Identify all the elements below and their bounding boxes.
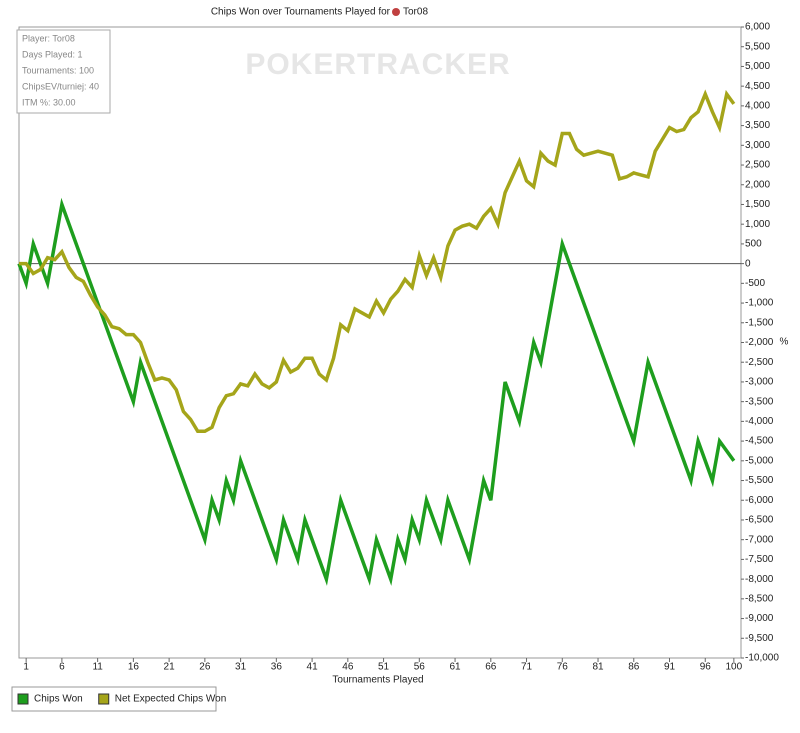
- title-player: Tor08: [403, 7, 428, 18]
- y-tick-label: 5,000: [745, 61, 770, 72]
- legend: [11, 686, 217, 712]
- x-tick-label: 21: [164, 662, 176, 673]
- y-tick-label: 500: [745, 239, 762, 250]
- x-tick-label: 61: [449, 662, 461, 673]
- y-tick-label: -500: [745, 278, 765, 289]
- info-line: ITM %: 30.00: [22, 97, 76, 107]
- y-tick-label: -10,000: [745, 653, 779, 664]
- legend-label: Net Expected Chips Won: [115, 694, 227, 705]
- x-tick-label: 6: [59, 662, 65, 673]
- x-tick-label: 71: [521, 662, 533, 673]
- y-tick-label: -7,000: [745, 534, 774, 545]
- legend-label: Chips Won: [34, 694, 83, 705]
- x-tick-label: 46: [342, 662, 354, 673]
- y-tick-label: -9,000: [745, 613, 774, 624]
- series-line: [17, 197, 736, 586]
- info-line: Player: Tor08: [22, 33, 75, 43]
- y-tick-label: 1,000: [745, 219, 770, 230]
- info-line: ChipsEV/turniej: 40: [22, 81, 99, 91]
- y-tick-label: 5,500: [745, 41, 770, 52]
- x-tick-label: 76: [557, 662, 569, 673]
- x-axis-label: Tournaments Played: [332, 675, 423, 686]
- y-tick-label: -2,500: [745, 357, 774, 368]
- y-tick-label: -3,500: [745, 396, 774, 407]
- y-tick-label: -7,500: [745, 554, 774, 565]
- y-tick-label: -5,000: [745, 455, 774, 466]
- y-tick-label: -3,000: [745, 377, 774, 388]
- y-tick-label: 2,000: [745, 179, 770, 190]
- watermark: POKERTRACKER: [245, 48, 510, 81]
- x-tick-label: 86: [628, 662, 640, 673]
- x-tick-label: 31: [235, 662, 247, 673]
- y-tick-label: -6,500: [745, 515, 774, 526]
- x-tick-label: 26: [199, 662, 211, 673]
- y-tick-label: -1,000: [745, 298, 774, 309]
- y-tick-label: 4,000: [745, 101, 770, 112]
- x-tick-label: 1: [23, 662, 29, 673]
- y-tick-label: 3,500: [745, 120, 770, 131]
- y-tick-label: 6,000: [745, 22, 770, 33]
- y-tick-label: -4,000: [745, 416, 774, 427]
- legend-swatch: [98, 693, 110, 705]
- y-tick-label: -4,500: [745, 436, 774, 447]
- y-tick-label: -6,000: [745, 495, 774, 506]
- plot-area: [18, 26, 742, 659]
- y-tick-label: -8,500: [745, 593, 774, 604]
- x-tick-label: 56: [414, 662, 426, 673]
- info-line: Tournaments: 100: [22, 65, 94, 75]
- legend-swatch: [17, 693, 29, 705]
- y-tick-label: 1,500: [745, 199, 770, 210]
- y-tick-label: -8,000: [745, 574, 774, 585]
- y-tick-label: 0: [745, 258, 751, 269]
- x-tick-label: 36: [271, 662, 283, 673]
- y-tick-label: -1,500: [745, 317, 774, 328]
- info-line: Days Played: 1: [22, 49, 83, 59]
- x-tick-label: 41: [307, 662, 319, 673]
- y-tick-label: -5,500: [745, 475, 774, 486]
- x-tick-label: 16: [128, 662, 140, 673]
- y-tick-label: 2,500: [745, 160, 770, 171]
- series-line: [19, 89, 736, 433]
- x-tick-label: 96: [700, 662, 712, 673]
- y-tick-label: -9,500: [745, 633, 774, 644]
- y-axis-label: %: [780, 337, 789, 348]
- y-tick-label: 4,500: [745, 81, 770, 92]
- chart-title: Chips Won over Tournaments Played for: [211, 7, 391, 18]
- x-tick-label: 81: [592, 662, 604, 673]
- x-tick-label: 51: [378, 662, 390, 673]
- x-tick-label: 100: [726, 662, 743, 673]
- x-tick-label: 66: [485, 662, 497, 673]
- y-tick-label: -2,000: [745, 337, 774, 348]
- player-icon: [392, 8, 400, 16]
- x-tick-label: 91: [664, 662, 676, 673]
- y-tick-label: 3,000: [745, 140, 770, 151]
- x-tick-label: 11: [92, 662, 103, 673]
- info-box: [16, 29, 111, 114]
